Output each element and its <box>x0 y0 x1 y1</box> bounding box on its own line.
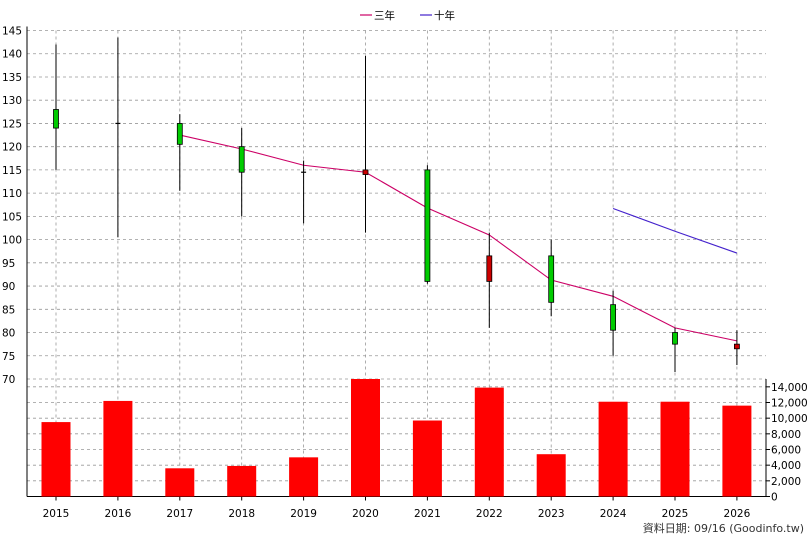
x-axis: 2015 2016 2017 2018 2019 2020 2021 2022 2023 2024… <box>43 496 751 520</box>
x-tick-label: 2025 <box>662 508 689 520</box>
price-tick-label: 100 <box>2 235 22 247</box>
candle-body <box>53 109 59 129</box>
price-tick-label: 75 <box>2 351 15 363</box>
price-tick-label: 70 <box>2 374 15 386</box>
x-tick-label: 2021 <box>414 508 441 520</box>
volume-tick-label: 10,000 <box>771 413 808 425</box>
candle-2022 <box>486 232 493 328</box>
candle-body <box>734 343 740 350</box>
volume-tick-label: 0 <box>771 492 778 504</box>
x-tick-label: 2017 <box>166 508 193 520</box>
candle-2020 <box>362 56 369 233</box>
x-tick-label: 2020 <box>352 508 379 520</box>
price-tick-label: 130 <box>2 95 22 107</box>
volume-bar-2025 <box>660 401 690 497</box>
price-tick-label: 90 <box>2 281 15 293</box>
x-tick-label: 2019 <box>290 508 317 520</box>
candle-2019 <box>301 160 307 224</box>
price-tick-label: 135 <box>2 72 22 84</box>
x-tick-label: 2015 <box>43 508 70 520</box>
volume-bar-2018 <box>227 465 257 497</box>
price-axis: 70 75 80 85 90 95 100 105 110 115 120 125 130 135 140 1… <box>2 26 22 387</box>
volume-tick-label: 6,000 <box>771 445 801 457</box>
volume-axis: 0 2,000 4,000 6,000 8,000 10,000 12,000 14,000 <box>766 382 808 504</box>
volume-bar-2021 <box>412 420 442 497</box>
volume-bar-2023 <box>536 454 566 497</box>
legend-label-1: 十年 <box>434 9 455 22</box>
volume-bar-2017 <box>165 468 195 497</box>
volume-tick-label: 12,000 <box>771 398 808 410</box>
ma-line-1 <box>612 207 738 254</box>
x-tick-label: 2018 <box>228 508 255 520</box>
volume-bar-2019 <box>289 457 319 497</box>
volume-bar-2024 <box>598 401 628 497</box>
volume-bar-2015 <box>41 422 71 497</box>
candle-body <box>176 123 183 145</box>
candle-2023 <box>548 239 555 317</box>
price-tick-label: 120 <box>2 142 22 154</box>
moving-average-lines <box>179 134 738 342</box>
price-tick-label: 140 <box>2 49 22 61</box>
candle-body <box>238 146 245 173</box>
volume-bar-2022 <box>474 387 504 497</box>
price-tick-label: 85 <box>2 304 15 316</box>
candle-2026 <box>734 330 740 366</box>
x-tick-label: 2022 <box>476 508 503 520</box>
candle-body <box>486 255 493 282</box>
price-tick-label: 125 <box>2 118 22 130</box>
volume-tick-label: 4,000 <box>771 460 801 472</box>
x-tick-label: 2024 <box>600 508 627 520</box>
plot-frame <box>26 26 767 497</box>
volume-bar-2026 <box>722 405 752 497</box>
grid <box>27 30 766 497</box>
data-date-footer: 資料日期: 09/16 (Goodinfo.tw) <box>643 521 804 535</box>
x-tick-label: 2026 <box>724 508 751 520</box>
volume-bar-2020 <box>351 379 380 497</box>
candle-body <box>548 255 555 303</box>
price-tick-label: 80 <box>2 328 15 340</box>
candle-2024 <box>610 290 616 356</box>
candle-2015 <box>53 44 59 170</box>
candle-2016 <box>115 37 121 238</box>
price-tick-label: 145 <box>2 26 22 38</box>
price-tick-label: 110 <box>2 188 22 200</box>
price-tick-label: 105 <box>2 211 22 223</box>
candle-body <box>610 304 616 331</box>
volume-tick-label: 2,000 <box>771 476 801 488</box>
volume-tick-label: 8,000 <box>771 429 801 441</box>
candlesticks <box>53 37 740 373</box>
price-tick-label: 95 <box>2 258 15 270</box>
candle-body <box>362 169 369 175</box>
candle-2025 <box>672 327 678 373</box>
legend: 三年 十年 <box>360 9 455 22</box>
x-tick-label: 2023 <box>538 508 565 520</box>
volume-bars <box>41 379 752 497</box>
candle-2017 <box>176 114 183 191</box>
candle-body <box>424 169 431 282</box>
candle-body <box>672 332 678 345</box>
candle-2021 <box>424 165 431 284</box>
volume-tick-label: 14,000 <box>771 382 808 394</box>
candle-2018 <box>238 128 245 217</box>
ma-line-0 <box>179 134 738 342</box>
x-tick-label: 2016 <box>105 508 132 520</box>
legend-label-0: 三年 <box>374 9 395 22</box>
price-tick-label: 115 <box>2 165 22 177</box>
volume-bar-2016 <box>103 400 133 497</box>
